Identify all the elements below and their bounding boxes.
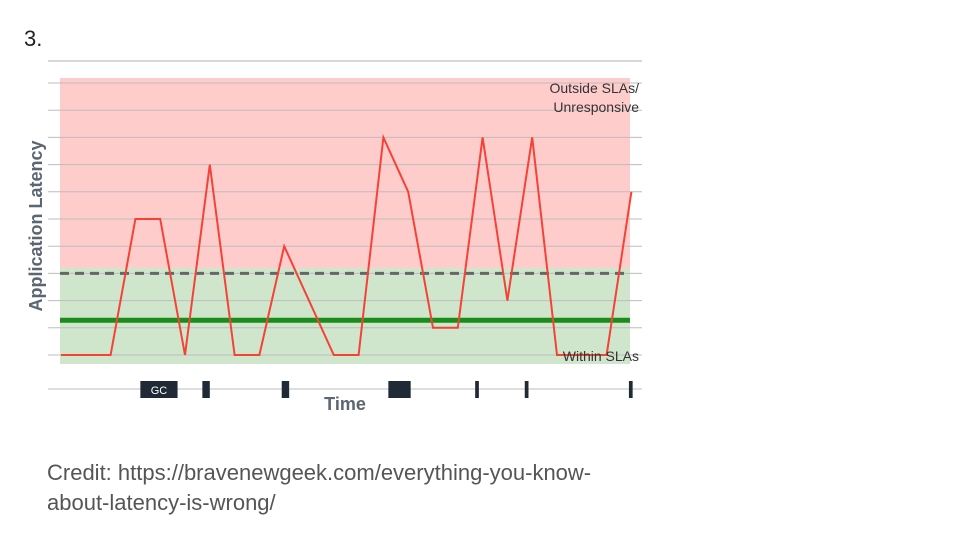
credit-line-2[interactable]: about-latency-is-wrong/	[47, 490, 276, 515]
gc-pause-marker	[475, 381, 479, 398]
gc-label: GC	[151, 385, 168, 397]
gc-pause-marker	[524, 381, 529, 398]
gc-pause-marker	[388, 381, 411, 398]
latency-series-line	[61, 133, 633, 356]
zone-label-outside-line1: Outside SLAs/	[550, 80, 640, 96]
gc-pause-marker	[281, 381, 290, 398]
outside-sla-zone	[60, 78, 630, 268]
zone-label-within: Within SLAs	[563, 348, 639, 364]
y-axis-label: Application Latency	[26, 140, 46, 311]
x-axis-label: Time	[324, 394, 366, 414]
gc-pause-marker	[140, 381, 178, 398]
slide-number: 3.	[24, 26, 43, 51]
gc-pause-marker	[628, 381, 633, 398]
credit-line-1[interactable]: Credit: https://bravenewgeek.com/everyth…	[47, 460, 592, 485]
within-sla-zone	[60, 267, 630, 364]
credit-text: Credit: https://bravenewgeek.com/everyth…	[47, 458, 667, 518]
zone-label-outside-line2: Unresponsive	[553, 99, 639, 115]
gc-pause-marker	[202, 381, 210, 398]
